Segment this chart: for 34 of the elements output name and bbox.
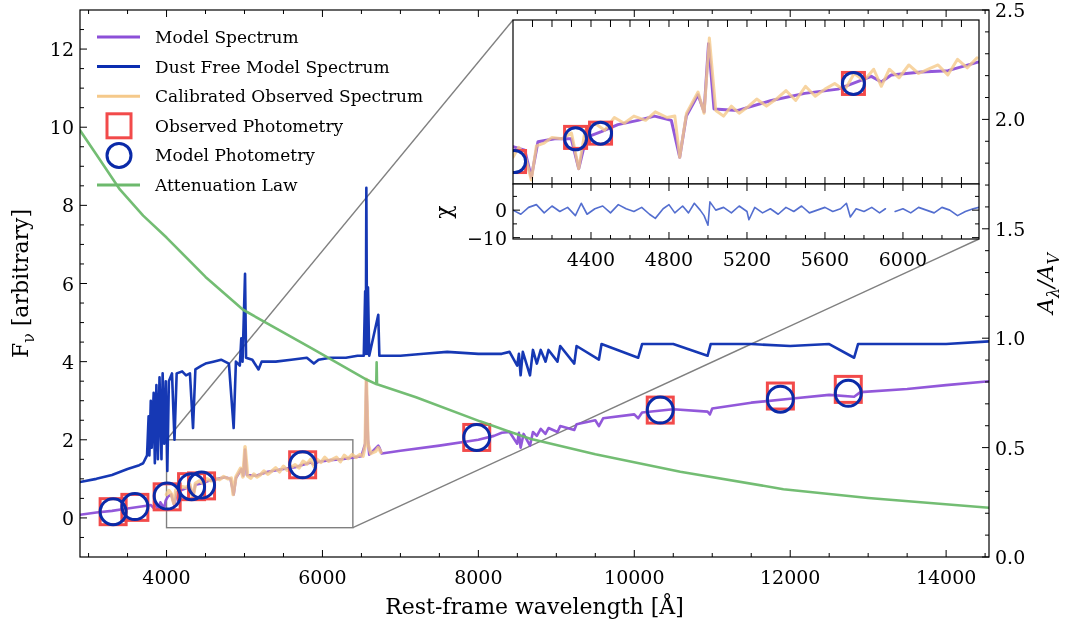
x-tick-label: 12000 <box>759 566 821 588</box>
y-tick-label: 0 <box>494 199 507 222</box>
y2-tick-label: 1.5 <box>995 217 1026 240</box>
legend-label: Dust Free Model Spectrum <box>155 56 390 77</box>
y-tick-label: 0 <box>61 506 74 529</box>
y2-tick-label: 2.5 <box>995 0 1026 21</box>
y2-tick-label: 0.5 <box>995 436 1026 459</box>
x-tick-label: 14000 <box>915 566 977 588</box>
y-tick-label: 2 <box>61 428 74 451</box>
x-tick-label: 4800 <box>644 248 694 270</box>
y-tick-label: 8 <box>61 194 74 217</box>
legend-label: Calibrated Observed Spectrum <box>155 86 424 107</box>
x-tick-label: 8000 <box>454 566 503 588</box>
legend-label: Attenuation Law <box>154 175 299 195</box>
x-tick-label: 5600 <box>800 248 850 270</box>
legend-label: Model Photometry <box>155 145 316 166</box>
y-axis-title: χ <box>431 205 456 219</box>
y-tick-label: 4 <box>61 350 74 373</box>
x-tick-label: 6000 <box>298 566 347 588</box>
x-tick-label: 4400 <box>566 248 616 270</box>
y-tick-label: 6 <box>61 272 74 295</box>
x-tick-label: 4000 <box>142 566 191 588</box>
x-axis-title: Rest-frame wavelength [Å] <box>385 592 684 619</box>
y-tick-label: 12 <box>49 38 74 61</box>
y2-tick-label: 0.0 <box>995 546 1026 568</box>
x-tick-label: 10000 <box>604 566 665 588</box>
y-tick-label: −10 <box>466 226 507 249</box>
x-tick-label: 5200 <box>722 248 772 270</box>
y2-tick-label: 1.0 <box>995 327 1026 350</box>
legend-label: Model Spectrum <box>155 27 299 47</box>
y2-tick-label: 2.0 <box>995 108 1026 131</box>
x-tick-label: 6000 <box>878 248 928 270</box>
y-tick-label: 10 <box>49 116 74 139</box>
legend-label: Observed Photometry <box>155 115 344 136</box>
